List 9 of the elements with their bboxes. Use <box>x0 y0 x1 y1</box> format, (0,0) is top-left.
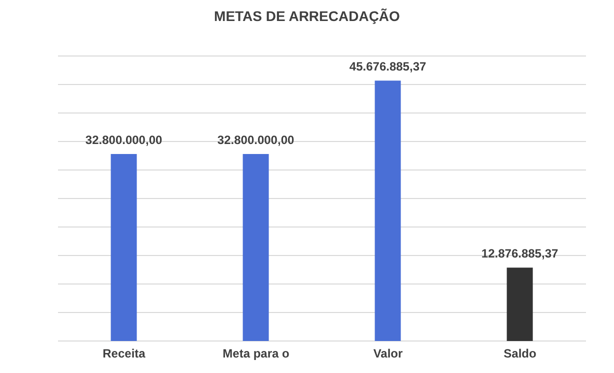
data-label: 12.876.885,37 <box>481 246 558 261</box>
x-tick-label: Saldo <box>504 346 536 361</box>
data-label: 32.800.000,00 <box>85 133 162 148</box>
x-tick-label: Meta para o <box>222 346 290 361</box>
data-label: 32.800.000,00 <box>217 133 294 148</box>
data-label: 45.676.885,37 <box>349 60 426 74</box>
x-tick-label: Receita <box>102 346 146 361</box>
x-tick-label: Valor <box>373 346 403 361</box>
chart-title: METAS DE ARRECADAÇÃO <box>213 8 401 26</box>
